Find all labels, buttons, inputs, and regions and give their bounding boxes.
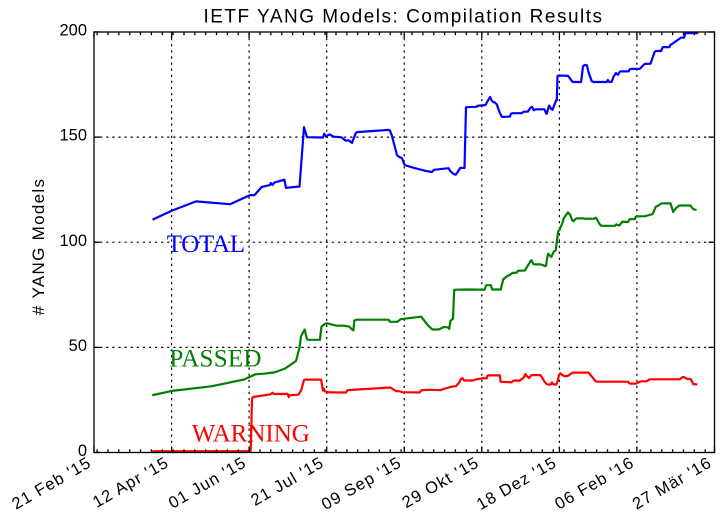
svg-text:50: 50 — [69, 337, 87, 355]
svg-text:100: 100 — [59, 232, 87, 250]
svg-text:IETF YANG Models: Compilation: IETF YANG Models: Compilation Results — [203, 6, 603, 27]
svg-text:0: 0 — [78, 442, 87, 460]
svg-text:TOTAL: TOTAL — [167, 231, 245, 258]
svg-text:200: 200 — [59, 22, 87, 40]
svg-text:150: 150 — [59, 127, 87, 145]
svg-text:WARNING: WARNING — [192, 421, 310, 448]
svg-text:# YANG Models: # YANG Models — [29, 178, 48, 316]
svg-text:PASSED: PASSED — [169, 346, 261, 373]
